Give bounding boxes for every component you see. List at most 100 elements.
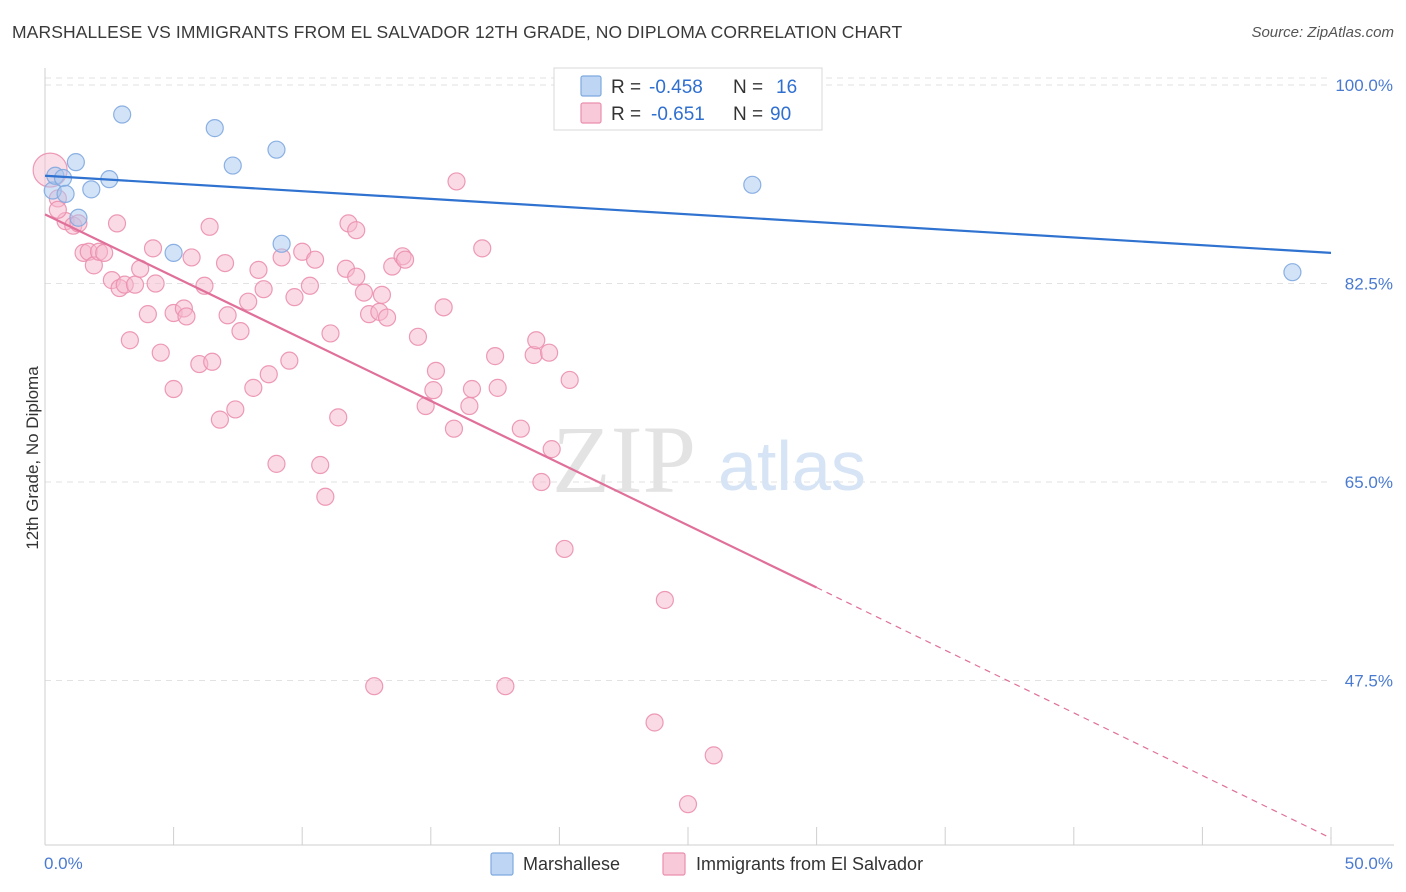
- point-salvador: [555, 539, 574, 559]
- point-salvador: [215, 254, 235, 273]
- point-salvador: [285, 288, 304, 307]
- bottom-legend-label-salvador: Immigrants from El Salvador: [696, 854, 923, 874]
- point-salvador: [377, 308, 397, 327]
- y-tick-label: 82.5%: [1345, 275, 1393, 294]
- bottom-legend: Marshallese Immigrants from El Salvador: [490, 852, 923, 876]
- point-salvador: [462, 379, 482, 399]
- legend-swatch-marshallese: [580, 75, 602, 97]
- legend-r-label-salvador: R =: [611, 104, 641, 125]
- bottom-legend-label-marshallese: Marshallese: [523, 854, 620, 874]
- point-marshallese: [113, 105, 132, 124]
- point-salvador: [372, 285, 392, 304]
- axes-layer: [44, 68, 1394, 846]
- point-salvador: [416, 396, 435, 416]
- point-salvador: [107, 214, 127, 233]
- y-axis-title: 12th Grade, No Diploma: [23, 366, 42, 550]
- point-salvador: [426, 361, 446, 380]
- point-marshallese: [69, 208, 88, 227]
- point-salvador: [678, 795, 698, 814]
- point-salvador: [48, 200, 67, 219]
- point-marshallese: [82, 180, 101, 199]
- point-salvador: [329, 408, 348, 427]
- trend-line-marshallese: [44, 174, 1332, 254]
- point-salvador: [164, 379, 183, 399]
- trend-layer: [44, 174, 1332, 839]
- point-marshallese: [66, 153, 85, 172]
- point-salvador: [473, 239, 492, 258]
- point-salvador: [424, 381, 443, 400]
- point-salvador: [408, 327, 428, 346]
- point-salvador: [447, 172, 466, 191]
- point-salvador: [704, 746, 723, 765]
- point-salvador: [146, 274, 165, 293]
- point-salvador: [231, 322, 250, 341]
- point-salvador: [460, 396, 479, 416]
- point-salvador: [200, 217, 219, 236]
- point-marshallese: [164, 243, 183, 262]
- point-salvador: [138, 305, 157, 324]
- trend-line-salvador-extension: [816, 586, 1332, 839]
- point-marshallese: [267, 140, 286, 159]
- point-salvador: [120, 331, 139, 350]
- point-marshallese: [1283, 263, 1302, 282]
- point-salvador: [524, 345, 543, 365]
- point-salvador: [182, 248, 201, 267]
- point-salvador: [527, 331, 546, 350]
- point-salvador: [226, 400, 245, 419]
- point-salvador: [542, 440, 561, 459]
- point-salvador: [305, 250, 325, 269]
- chart-title: MARSHALLESE VS IMMIGRANTS FROM EL SALVAD…: [12, 22, 903, 42]
- legend-n-label-salvador: N =: [733, 104, 763, 125]
- bottom-legend-swatch-salvador: [662, 852, 686, 876]
- legend-n-label-marshallese: N =: [733, 77, 763, 98]
- point-salvador: [280, 351, 299, 370]
- point-salvador: [259, 365, 278, 384]
- point-marshallese: [56, 184, 75, 204]
- point-salvador: [511, 419, 530, 438]
- point-salvador: [496, 677, 515, 696]
- legend-r-label-marshallese: R =: [611, 77, 641, 98]
- point-salvador: [532, 472, 551, 492]
- point-salvador: [311, 455, 330, 475]
- legend-r-value-salvador: -0.651: [651, 104, 705, 125]
- y-tick-label: 47.5%: [1345, 672, 1393, 691]
- watermark-zip: ZIP: [552, 406, 696, 513]
- point-salvador: [151, 343, 170, 362]
- legend-r-value-marshallese: -0.458: [649, 77, 703, 98]
- x-tick-label: 50.0%: [1345, 854, 1393, 873]
- point-salvador: [354, 283, 374, 302]
- legend-swatch-salvador: [580, 102, 602, 124]
- bottom-legend-swatch-marshallese: [490, 852, 514, 876]
- point-salvador: [434, 298, 453, 317]
- point-salvador: [125, 275, 145, 294]
- point-salvador: [254, 280, 273, 299]
- trend-line-salvador: [44, 213, 818, 589]
- point-salvador: [316, 487, 335, 506]
- point-marshallese: [223, 156, 242, 175]
- point-salvador: [300, 276, 320, 295]
- point-salvador: [267, 454, 286, 473]
- point-salvador: [203, 352, 222, 371]
- point-salvador: [218, 306, 237, 325]
- legend-box: R = -0.458 N = 16 R = -0.651 N = 90: [553, 67, 823, 131]
- point-salvador: [365, 677, 384, 696]
- point-marshallese: [743, 175, 762, 194]
- legend-n-value-marshallese: 16: [776, 77, 797, 98]
- point-salvador: [210, 410, 229, 429]
- labels-layer: 47.5% 65.0% 82.5% 100.0% 0.0% 50.0%: [44, 76, 1393, 873]
- point-marshallese: [205, 119, 224, 138]
- point-salvador: [239, 292, 258, 311]
- point-salvador: [540, 343, 559, 362]
- point-salvador: [395, 250, 415, 269]
- point-salvador: [321, 324, 340, 343]
- watermark: ZIP atlas: [552, 406, 866, 513]
- point-salvador: [560, 370, 579, 390]
- point-salvador: [645, 713, 664, 732]
- point-salvador: [244, 378, 263, 397]
- point-salvador: [347, 267, 366, 286]
- point-salvador: [177, 307, 196, 326]
- x-tick-label: 0.0%: [44, 854, 83, 873]
- y-tick-label: 65.0%: [1345, 473, 1393, 492]
- point-marshallese: [272, 234, 291, 253]
